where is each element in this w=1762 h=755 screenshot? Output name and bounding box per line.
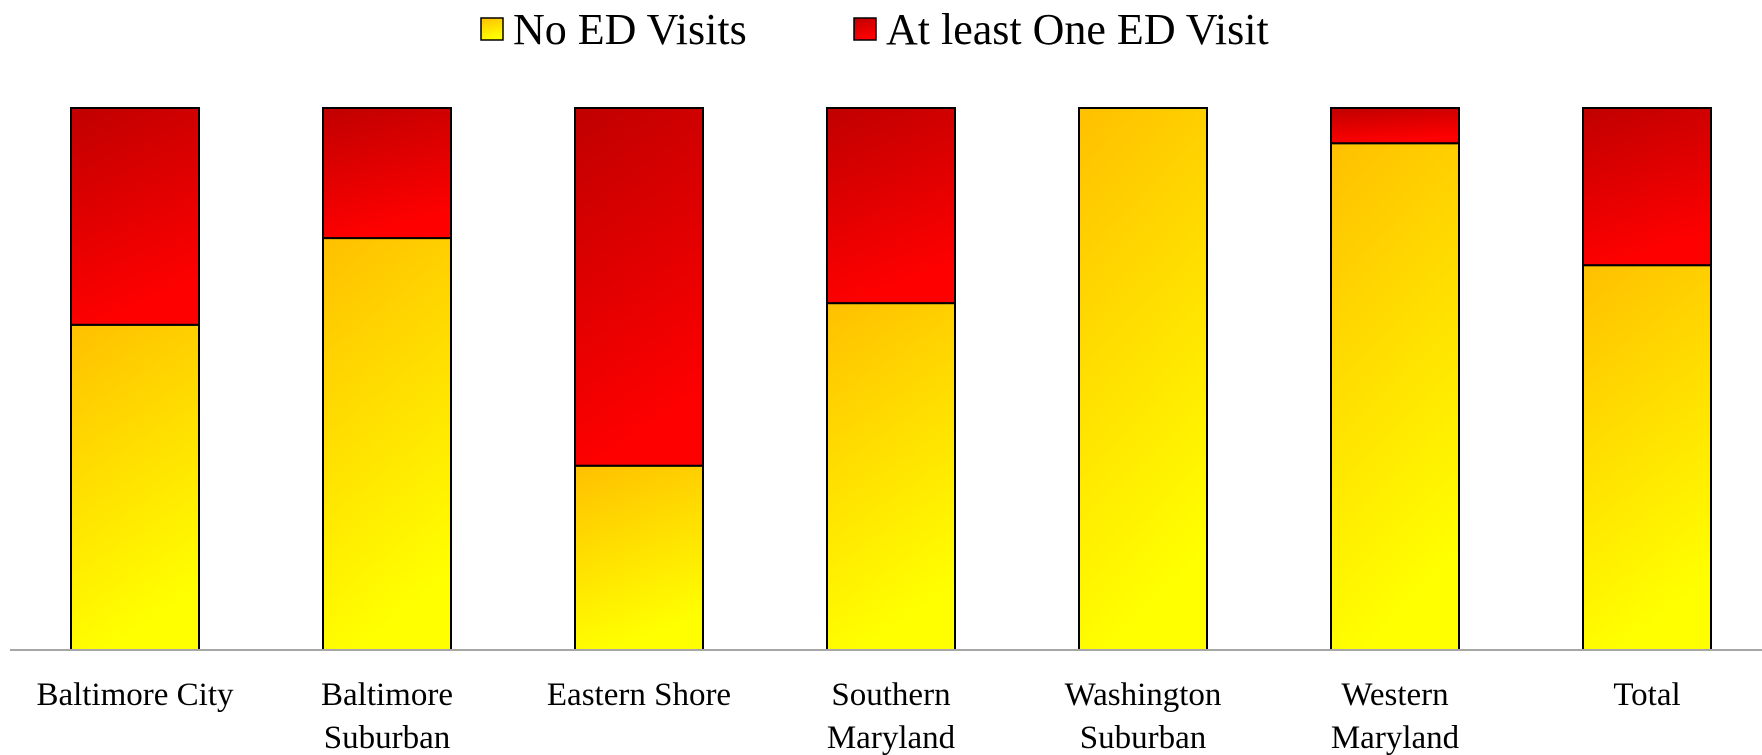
x-tick-label-washington-suburban-line-2: Suburban	[1080, 720, 1207, 755]
legend-label-no-ed-visits: No ED Visits	[513, 5, 747, 54]
bars-group	[70, 107, 1712, 652]
bar-no-ed-visits-washington-suburban	[1078, 107, 1208, 651]
bar-at-least-one-ed-visit-baltimore-city	[70, 107, 200, 326]
x-tick-label-baltimore-suburban-line-2: Suburban	[324, 720, 451, 755]
x-tick-label-western-maryland-line-2: Maryland	[1331, 720, 1460, 755]
legend: No ED Visits At least One ED Visit	[480, 5, 1269, 54]
bar-no-ed-visits-total	[1582, 264, 1712, 651]
x-tick-label-western-maryland-line-1: Western	[1341, 677, 1448, 713]
x-tick-label-washington-suburban-line-1: Washington	[1065, 677, 1222, 713]
x-axis-labels: Baltimore City Baltimore Suburban Eastern S…	[36, 677, 1680, 755]
bar-at-least-one-ed-visit-baltimore-suburban	[322, 107, 452, 240]
bar-no-ed-visits-southern-maryland	[826, 302, 956, 651]
x-tick-label-eastern-shore-line-1: Eastern Shore	[547, 677, 731, 713]
bar-no-ed-visits-baltimore-city	[70, 323, 200, 651]
x-tick-label-southern-maryland-line-2: Maryland	[827, 720, 956, 755]
legend-swatch-no-ed-visits	[480, 17, 504, 41]
bar-no-ed-visits-eastern-shore	[574, 464, 704, 651]
x-tick-label-southern-maryland-line-1: Southern	[831, 677, 950, 713]
x-tick-label-baltimore-city-line-1: Baltimore City	[36, 677, 234, 713]
x-tick-label-total-line-1: Total	[1613, 677, 1680, 713]
bar-at-least-one-ed-visit-southern-maryland	[826, 107, 956, 305]
bar-at-least-one-ed-visit-western-maryland	[1330, 107, 1460, 145]
legend-swatch-at-least-one-ed-visit	[853, 17, 877, 41]
bar-no-ed-visits-baltimore-suburban	[322, 237, 452, 652]
legend-label-at-least-one-ed-visit: At least One ED Visit	[886, 5, 1269, 54]
bar-at-least-one-ed-visit-eastern-shore	[574, 107, 704, 467]
bar-no-ed-visits-western-maryland	[1330, 142, 1460, 651]
x-tick-label-baltimore-suburban-line-1: Baltimore	[321, 677, 453, 713]
bar-at-least-one-ed-visit-total	[1582, 107, 1712, 267]
